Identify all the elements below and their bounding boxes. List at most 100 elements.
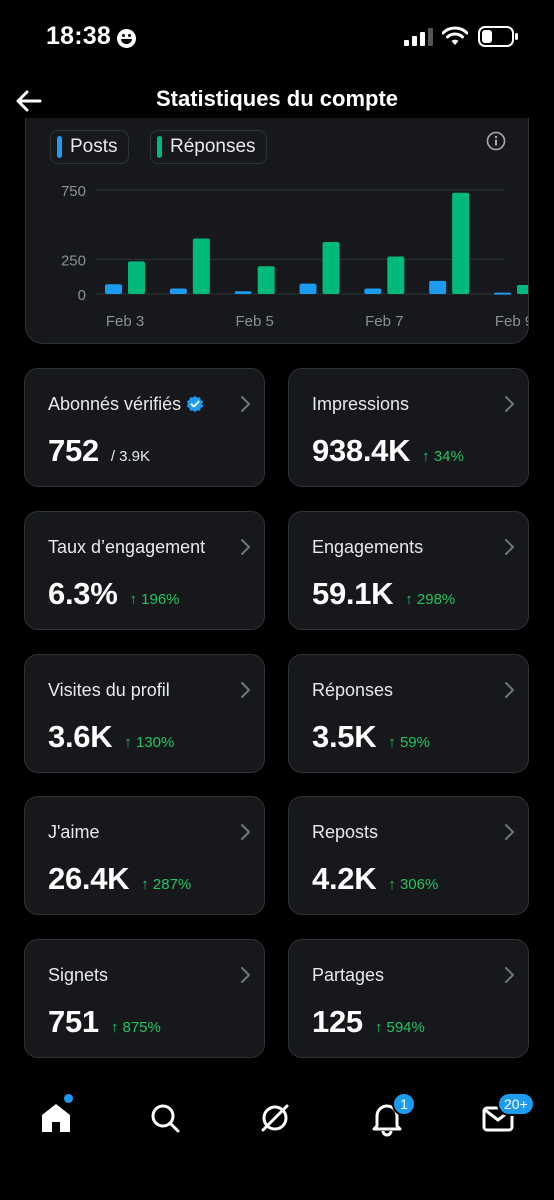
chevron-right-icon [505,539,514,555]
bar-posts [105,284,122,294]
x-tick-label: Feb 7 [365,313,403,330]
stat-value-row: 3.5K ↑ 59% [312,719,430,755]
stat-total: / 3.9K [110,448,151,465]
grok-icon[interactable] [255,1098,295,1138]
stat-card-label-text: Partages [312,965,385,985]
chevron-right-icon [241,824,250,840]
stat-value-row: 6.3% ↑ 196% [48,576,180,612]
status-time: 18:38 [46,22,111,50]
chevron-right-icon [505,824,514,840]
battery-icon [478,26,518,47]
messages-badge: 20+ [497,1092,535,1116]
stat-delta: ↑ 875% [110,1019,161,1036]
bar-replies [322,242,340,294]
stat-card[interactable]: Taux d’engagement 6.3% ↑ 196% [24,511,265,630]
replies-swatch [157,136,162,158]
stat-card[interactable]: Signets 751 ↑ 875% [24,939,265,1058]
activity-chart-card: 750 250 0 Feb 3 Feb 5 Feb 7 Feb 9 Posts Répons… [25,118,529,344]
stat-value-row: 938.4K ↑ 34% [312,433,464,469]
home-icon[interactable] [36,1098,76,1138]
chevron-right-icon [505,396,514,412]
stat-card[interactable]: Engagements 59.1K ↑ 298% [288,511,529,630]
bar-posts [364,288,382,294]
stat-value: 751 [48,1004,99,1039]
back-arrow-icon[interactable] [12,84,46,118]
stat-card[interactable]: Reposts 4.2K ↑ 306% [288,796,529,915]
stat-card-label: Engagements [312,537,423,558]
stat-card-label-text: Reposts [312,822,379,842]
stat-delta: ↑ 196% [129,591,180,608]
x-tick-label: Feb 5 [235,313,273,330]
legend-posts[interactable]: Posts [50,130,129,164]
legend-replies[interactable]: Réponses [150,130,267,164]
stat-value-row: 59.1K ↑ 298% [312,576,455,612]
stat-value: 4.2K [312,861,377,896]
wifi-icon [442,26,468,45]
y-tick-label: 250 [61,252,86,269]
chevron-right-icon [241,682,250,698]
bar-posts [429,280,447,294]
stat-card-label: Taux d’engagement [48,537,205,558]
stat-card-label: Partages [312,965,384,986]
stat-card-label-text: Réponses [312,680,394,700]
verified-badge-icon [186,395,204,413]
bell-icon[interactable] [367,1098,407,1138]
stat-delta: ↑ 34% [422,448,464,465]
stat-delta: ↑ 298% [405,591,456,608]
face-emoji-icon [117,29,136,48]
stat-card[interactable]: Réponses 3.5K ↑ 59% [288,654,529,773]
stat-value: 125 [312,1004,363,1039]
stat-value-row: 4.2K ↑ 306% [312,861,438,897]
stat-value: 3.6K [48,719,113,754]
cellular-signal-icon [404,28,433,46]
stat-card-label: Impressions [312,394,409,415]
stat-value-row: 26.4K ↑ 287% [48,861,191,897]
stat-delta: ↑ 594% [374,1019,425,1036]
stat-card-label-text: Abonnés vérifiés [48,394,182,414]
bar-replies [128,261,145,294]
bar-replies [517,284,528,294]
stat-card[interactable]: Abonnés vérifiés 752 / 3.9K [24,368,265,487]
x-tick-label: Feb 9 [495,313,529,330]
stat-value-row: 125 ↑ 594% [312,1004,425,1040]
stat-delta: ↑ 59% [388,734,430,751]
chevron-right-icon [241,967,250,983]
search-icon[interactable] [145,1098,185,1138]
posts-swatch [57,136,62,158]
stat-value: 3.5K [312,719,377,754]
stat-value: 938.4K [312,433,411,468]
bar-posts [299,283,317,294]
home-unread-dot [64,1094,73,1103]
stat-card-label: Réponses [312,680,393,701]
stat-card[interactable]: Visites du profil 3.6K ↑ 130% [24,654,265,773]
info-icon[interactable] [486,131,506,151]
stat-card-label-text: Taux d’engagement [48,537,206,557]
activity-bar-chart: 750 250 0 Feb 3 Feb 5 Feb 7 Feb 9 [61,183,529,330]
bar-posts [234,291,252,294]
chevron-right-icon [241,396,250,412]
stat-card[interactable]: Impressions 938.4K ↑ 34% [288,368,529,487]
stat-card[interactable]: Partages 125 ↑ 594% [288,939,529,1058]
stat-value-row: 752 / 3.9K [48,433,150,469]
stat-value: 752 [48,433,99,468]
stat-card-label: Reposts [312,822,378,843]
bar-replies [387,256,405,294]
stat-card[interactable]: J'aime 26.4K ↑ 287% [24,796,265,915]
stat-card-label-text: Signets [48,965,109,985]
stat-delta: ↑ 306% [388,876,439,893]
stat-card-label-text: J'aime [48,822,100,842]
bottom-navigation: 1 20+ [0,1080,554,1200]
stat-card-label-text: Engagements [312,537,424,557]
stat-value: 26.4K [48,861,130,896]
y-tick-label: 750 [61,183,86,200]
stat-delta: ↑ 287% [141,876,192,893]
bar-replies [257,266,275,294]
top-header: Statistiques du compte [0,76,554,130]
chevron-right-icon [505,967,514,983]
x-tick-label: Feb 3 [106,313,144,330]
chevron-right-icon [505,682,514,698]
stat-delta: ↑ 130% [124,734,175,751]
page-title: Statistiques du compte [155,86,399,111]
notifications-badge: 1 [392,1092,416,1116]
legend-posts-label: Posts [70,136,118,157]
